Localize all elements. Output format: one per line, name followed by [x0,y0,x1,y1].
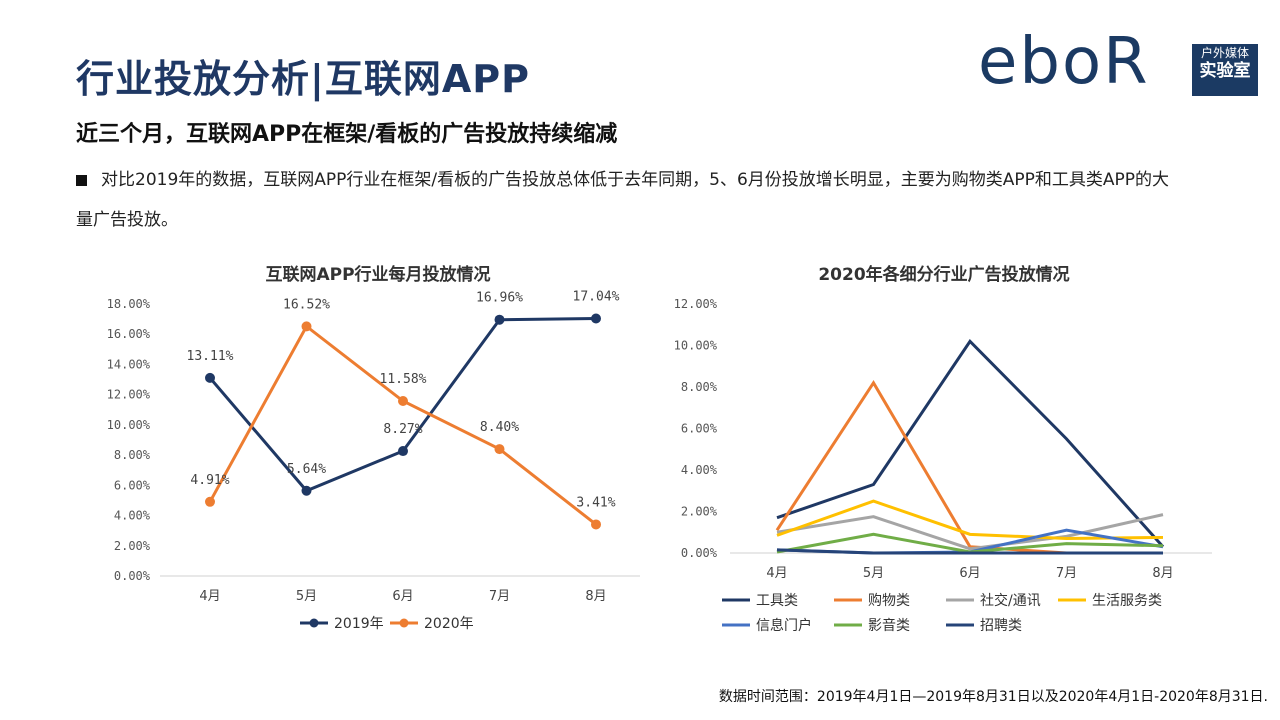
data-point [398,396,408,407]
y-tick-label: 8.00% [681,380,718,394]
chart-title: 2020年各细分行业广告投放情况 [818,264,1069,285]
x-tick-label: 5月 [863,566,884,581]
legend-label: 2020年 [424,616,474,632]
x-tick-label: 6月 [959,566,980,581]
bullet-square-icon [76,174,87,186]
x-tick-label: 5月 [296,589,317,604]
data-label: 3.41% [576,495,615,510]
legend-marker [399,618,409,628]
data-point [301,485,312,496]
y-tick-label: 4.00% [114,509,151,523]
subtitle: 近三个月，互联网APP在框架/看板的广告投放持续缩减 [76,122,618,147]
data-point [398,446,408,457]
series-line-社交/通讯 [776,513,1164,551]
x-tick-label: 7月 [1056,566,1077,581]
data-point [301,321,312,332]
y-tick-label: 2.00% [681,505,718,519]
x-tick-label: 8月 [1152,566,1173,581]
legend-marker [309,618,319,628]
data-point [205,496,215,507]
data-point [591,313,601,324]
legend-label: 2019年 [334,616,384,632]
bullet-text: 对比2019年的数据，互联网APP行业在框架/看板的广告投放总体低于去年同期，5… [76,160,1186,240]
page-title: 行业投放分析|互联网APP [76,57,530,101]
data-label: 16.96% [476,291,523,306]
data-label: 8.40% [480,420,519,435]
footer-note: 数据时间范围：2019年4月1日—2019年8月31日以及2020年4月1日-2… [718,689,1268,705]
y-tick-label: 2.00% [114,539,151,553]
y-tick-label: 14.00% [107,357,151,371]
legend-label: 购物类 [868,593,910,609]
series-line-工具类 [776,338,1165,548]
y-tick-label: 10.00% [674,339,718,353]
data-label: 16.52% [283,297,330,312]
data-label: 8.27% [383,422,422,437]
legend-label: 工具类 [756,593,798,609]
legend-label: 生活服务类 [1092,593,1162,609]
y-tick-label: 0.00% [114,569,151,583]
x-tick-label: 7月 [489,589,510,604]
y-tick-label: 18.00% [107,297,151,311]
ebor-logo: eboR 户外媒体 实验室 [978,30,1258,100]
y-tick-label: 0.00% [681,546,718,560]
y-tick-label: 12.00% [107,388,151,402]
legend-label: 社交/通讯 [980,592,1041,609]
data-point [205,372,215,383]
data-label: 13.11% [187,349,234,364]
data-point [591,519,601,530]
data-label: 11.58% [380,372,427,387]
x-tick-label: 8月 [585,589,606,604]
y-tick-label: 10.00% [107,418,151,432]
y-tick-label: 6.00% [681,422,718,436]
bullet-body: 对比2019年的数据，互联网APP行业在框架/看板的广告投放总体低于去年同期，5… [76,170,1170,230]
chart-title: 互联网APP行业每月投放情况 [265,264,490,285]
y-tick-label: 12.00% [674,297,718,311]
series-line-招聘类 [776,548,1163,555]
y-tick-label: 8.00% [114,448,151,462]
data-label: 4.91% [190,473,229,488]
y-tick-label: 16.00% [107,327,151,341]
y-tick-label: 4.00% [681,463,718,477]
series-line-生活服务类 [776,499,1164,540]
legend-label: 信息门户 [756,617,812,634]
data-point [494,314,505,325]
data-point [494,444,505,455]
x-tick-label: 4月 [199,589,220,604]
x-tick-label: 4月 [766,566,787,581]
legend-label: 影音类 [868,617,910,634]
legend-label: 招聘类 [980,618,1022,634]
data-label: 17.04% [573,290,620,305]
data-label: 5.64% [287,462,326,477]
x-tick-label: 6月 [392,589,413,604]
y-tick-label: 6.00% [114,478,151,492]
